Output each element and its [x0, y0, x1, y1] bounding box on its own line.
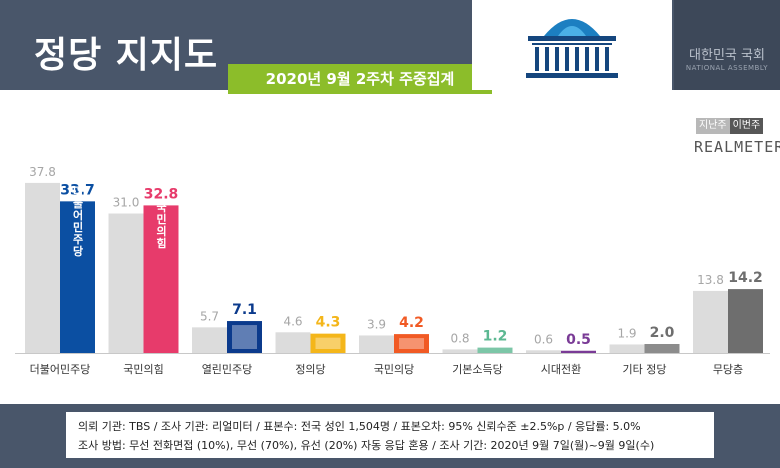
- party-logo: 더불어민주당: [71, 184, 84, 257]
- bar-prev-week: [609, 344, 645, 353]
- bar-this-week: [394, 334, 429, 353]
- bar-this-week: [143, 205, 179, 353]
- value-label-prev-week: 4.6: [283, 314, 302, 328]
- category-label: 정의당: [295, 363, 325, 376]
- assembly-name-en: NATIONAL ASSEMBLY: [685, 64, 769, 72]
- bar-this-week: [227, 321, 262, 353]
- party-logo: [232, 325, 257, 349]
- value-label-this-week: 14.2: [728, 270, 763, 286]
- value-label-this-week: 32.8: [144, 186, 179, 202]
- bar-prev-week: [25, 182, 60, 353]
- category-label: 기본소득당: [452, 363, 503, 376]
- value-label-prev-week: 0.6: [534, 332, 553, 346]
- value-label-this-week: 4.2: [399, 315, 424, 331]
- national-assembly-building-icon: [526, 19, 618, 78]
- bar-prev-week: [275, 332, 311, 353]
- bar-prev-week: [359, 335, 394, 353]
- value-label-this-week: 1.2: [483, 329, 508, 345]
- category-label: 열린민주당: [202, 363, 253, 376]
- survey-info-line-1: 의뢰 기관: TBS / 조사 기관: 리얼미터 / 표본수: 전국 성인 1,…: [78, 420, 641, 433]
- bar-this-week: [561, 350, 596, 353]
- assembly-name-panel: 대한민국 국회 NATIONAL ASSEMBLY: [674, 0, 780, 90]
- bar-prev-week: [442, 349, 478, 353]
- value-label-this-week: 33.7: [60, 182, 95, 198]
- legend-prev-week: 지난주: [696, 118, 730, 134]
- value-label-prev-week: 1.9: [617, 326, 636, 340]
- category-label: 국민의힘: [123, 363, 163, 376]
- header-banner: 정당 지지도 2020년 9월 2주차 주중집계 대한민국 국회 NATIONA…: [0, 0, 780, 94]
- bar-prev-week: [693, 290, 728, 353]
- value-label-prev-week: 5.7: [200, 309, 219, 323]
- bar-this-week: [310, 333, 346, 353]
- bar-prev-week: [108, 213, 144, 353]
- value-label-this-week: 7.1: [232, 302, 257, 318]
- assembly-name: 대한민국 국회: [689, 48, 765, 63]
- category-label: 무당층: [713, 363, 743, 376]
- value-label-prev-week: 37.8: [29, 165, 56, 179]
- survey-info-line-2: 조사 방법: 무선 전화면접 (10%), 무선 (70%), 유선 (20%)…: [78, 439, 655, 452]
- party-logo: [315, 337, 341, 349]
- legend-this-week: 이번주: [729, 118, 764, 134]
- value-label-prev-week: 0.8: [450, 331, 469, 345]
- realmeter-logo: REALMETER: [694, 138, 780, 156]
- survey-info-footer: 의뢰 기관: TBS / 조사 기관: 리얼미터 / 표본수: 전국 성인 1,…: [0, 404, 780, 468]
- bar-prev-week: [192, 327, 227, 353]
- value-label-this-week: 0.5: [566, 332, 591, 348]
- value-label-prev-week: 13.8: [697, 273, 724, 287]
- page-title: 정당 지지도: [34, 35, 219, 76]
- category-label: 기타 정당: [623, 363, 667, 376]
- value-label-this-week: 4.3: [316, 315, 341, 331]
- value-label-this-week: 2.0: [650, 325, 675, 341]
- bar-this-week: [477, 347, 513, 353]
- category-label: 국민의당: [374, 363, 414, 376]
- value-label-prev-week: 3.9: [367, 317, 386, 331]
- bar-this-week: [728, 289, 763, 353]
- bar-prev-week: [526, 350, 561, 353]
- survey-week-badge: 2020년 9월 2주차 주중집계: [228, 64, 492, 94]
- bar-this-week: [644, 344, 680, 353]
- value-label-prev-week: 31.0: [113, 196, 140, 210]
- bar-this-week: [60, 201, 95, 353]
- chart-legend: 지난주 이번주: [696, 118, 764, 134]
- party-logo: [399, 338, 424, 349]
- survey-info-box: 의뢰 기관: TBS / 조사 기관: 리얼미터 / 표본수: 전국 성인 1,…: [66, 412, 714, 458]
- assembly-logo: [472, 0, 672, 90]
- category-label: 더불어민주당: [30, 363, 91, 376]
- category-label: 시대전환: [541, 363, 581, 376]
- party-logo: 국민의힘: [155, 201, 168, 249]
